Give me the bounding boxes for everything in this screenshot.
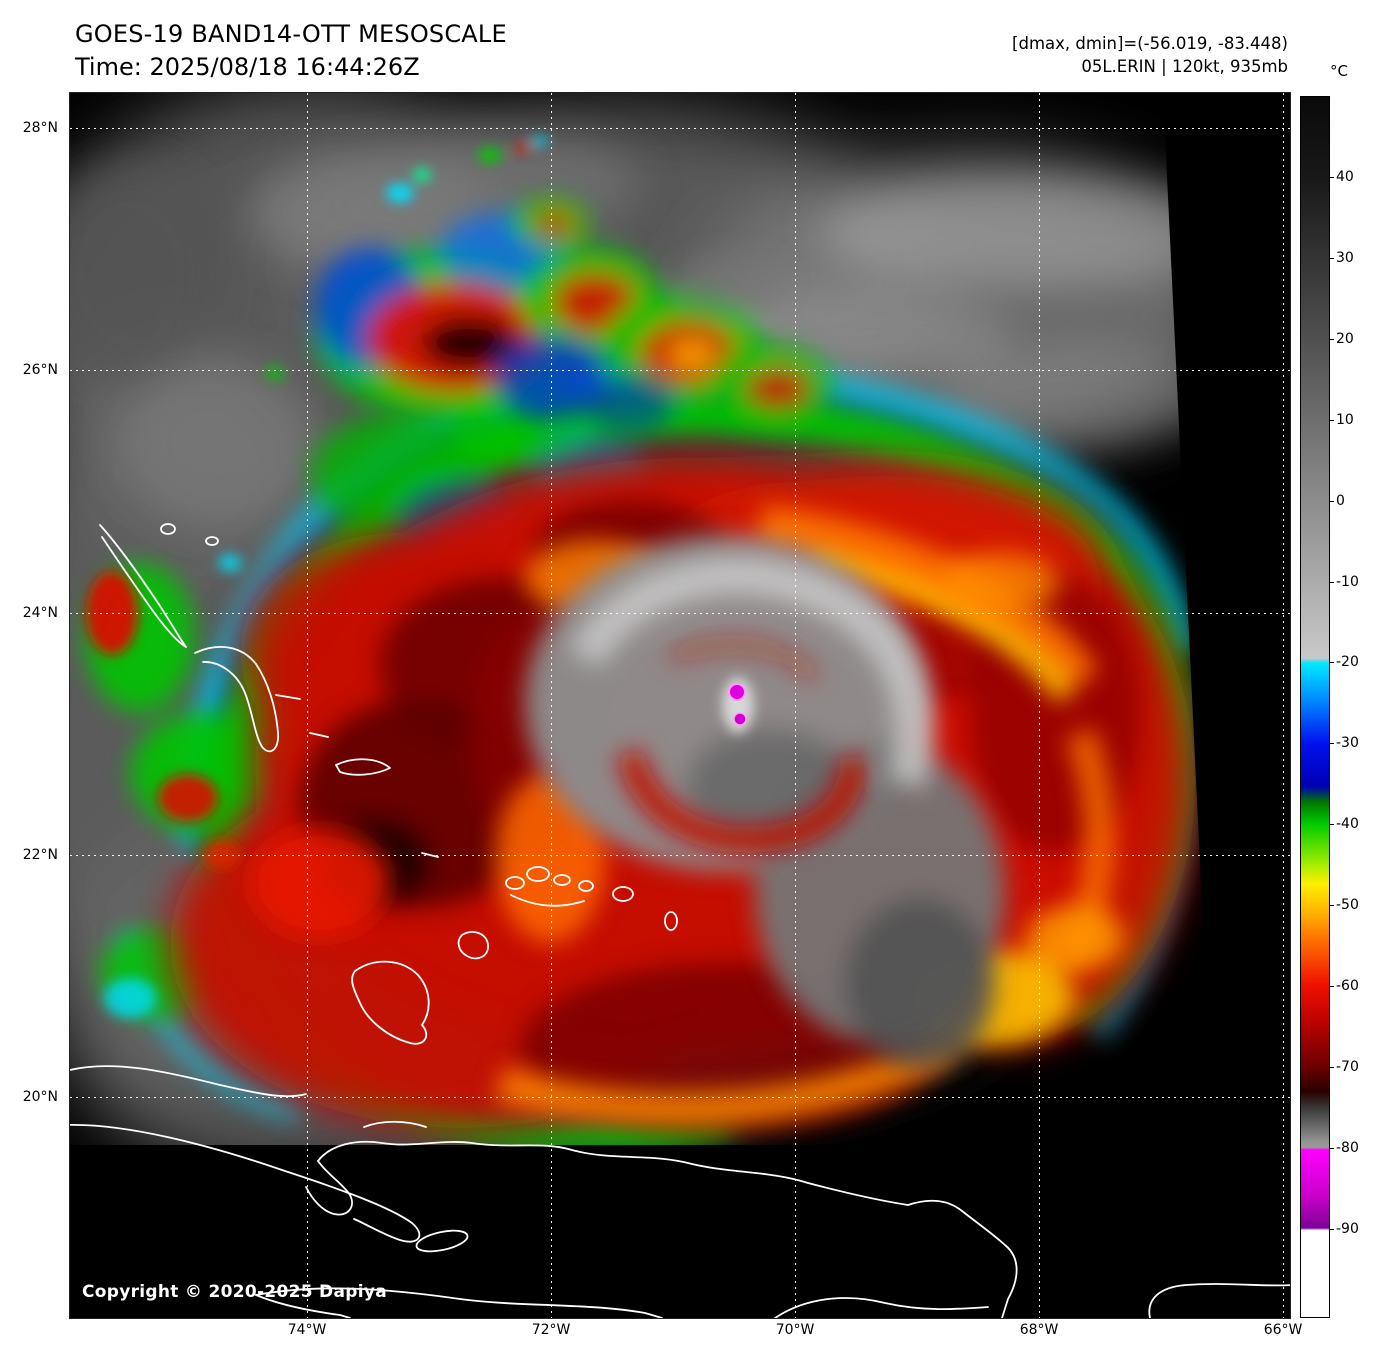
coast-puerto-rico xyxy=(1148,1283,1290,1318)
coastlines xyxy=(70,523,1290,1318)
copyright: Copyright © 2020-2025 Dapiya xyxy=(82,1282,387,1302)
colorbar-tick-label: -40 xyxy=(1329,816,1359,833)
coast-caicos-bank xyxy=(510,894,585,907)
colorbar-tick-label: 0 xyxy=(1329,492,1345,509)
colorbar-tick-label: -60 xyxy=(1329,978,1359,995)
lon-tick-label: 74°W xyxy=(287,1322,327,1338)
colorbar-tick-label: 40 xyxy=(1329,168,1354,185)
colorbar-tick-label: -70 xyxy=(1329,1059,1359,1076)
lat-axis: 28°N 26°N 24°N 22°N 20°N xyxy=(0,93,64,1318)
satellite-map: Copyright © 2020-2025 Dapiya xyxy=(69,92,1291,1319)
coast-samana-cay xyxy=(275,694,301,700)
coast-haiti-gulf xyxy=(305,1160,353,1216)
lat-tick-label: 22°N xyxy=(22,846,58,863)
colorbar-tick-label: -30 xyxy=(1329,735,1359,752)
timestamp: Time: 2025/08/18 16:44:26Z xyxy=(75,53,420,81)
colorbar-tick-label: -50 xyxy=(1329,897,1359,914)
lon-tick-label: 66°W xyxy=(1263,1322,1303,1338)
coast-great-inagua xyxy=(351,960,430,1045)
coast-plana-cays xyxy=(309,732,329,738)
lon-tick-label: 70°W xyxy=(775,1322,815,1338)
colorbar-tick-label: -80 xyxy=(1329,1140,1359,1157)
colorbar-tick-label: -20 xyxy=(1329,654,1359,671)
satellite-imagery xyxy=(70,93,1290,1318)
colorbar-tick-label: -10 xyxy=(1329,573,1359,590)
storm-info: 05L.ERIN | 120kt, 935mb xyxy=(1081,57,1288,76)
colorbar-gradient xyxy=(1301,97,1329,1317)
coast-san-salvador xyxy=(205,536,219,546)
colorbar-tick-label: -90 xyxy=(1329,1220,1359,1237)
coast-caicos-1 xyxy=(505,876,525,890)
scan-edge-mask xyxy=(70,93,1290,1318)
coast-gonave xyxy=(415,1229,469,1253)
colorbar-tick-label: 10 xyxy=(1329,411,1354,428)
coast-caicos-4 xyxy=(578,880,594,892)
lon-tick-label: 68°W xyxy=(1019,1322,1059,1338)
overshooting-tops xyxy=(728,683,747,726)
northern-convection xyxy=(315,198,832,433)
product-title: GOES-19 BAND14-OTT MESOSCALE xyxy=(75,20,507,48)
lat-tick-label: 28°N xyxy=(22,120,58,136)
coast-rum-cay xyxy=(160,523,176,535)
colorbar-unit: °C xyxy=(1330,62,1348,80)
coast-caicos-3 xyxy=(553,874,571,886)
coast-mayaguana xyxy=(335,758,391,776)
coast-east-caicos xyxy=(612,886,634,902)
dmax-dmin-readout: [dmax, dmin]=(-56.019, -83.448) xyxy=(1012,34,1288,53)
colorbar xyxy=(1300,96,1330,1318)
coast-long-island xyxy=(99,524,187,648)
coast-hispaniola-south xyxy=(774,1297,989,1318)
lon-axis: 74°W 72°W 70°W 68°W 66°W xyxy=(70,1322,1303,1346)
lon-tick-label: 72°W xyxy=(531,1322,571,1338)
coast-cuba-southeast xyxy=(70,1124,421,1243)
lat-tick-label: 24°N xyxy=(22,604,58,621)
lat-tick-label: 20°N xyxy=(22,1089,58,1106)
coast-tortuga xyxy=(363,1120,427,1128)
colorbar-tick-label: 20 xyxy=(1329,330,1354,347)
coast-haiti-south-peninsula xyxy=(255,1287,663,1318)
coast-hispaniola-north xyxy=(317,1140,1018,1318)
coast-haiti-south-peninsula-2 xyxy=(255,1294,351,1318)
storm-eye-swirl xyxy=(568,556,934,853)
coast-crooked-acklins xyxy=(194,646,279,753)
colorbar-ticks: 40 30 20 10 0 -10 -20 -30 -40 -50 -60 -70 -80 -90 xyxy=(1329,96,1390,1318)
coast-little-inagua xyxy=(457,931,489,960)
lat-tick-label: 26°N xyxy=(22,362,58,379)
coast-turks xyxy=(664,911,678,931)
coast-cuba xyxy=(70,1065,307,1098)
coast-caicos-2 xyxy=(526,866,550,882)
colorbar-tick-label: 30 xyxy=(1329,249,1354,266)
